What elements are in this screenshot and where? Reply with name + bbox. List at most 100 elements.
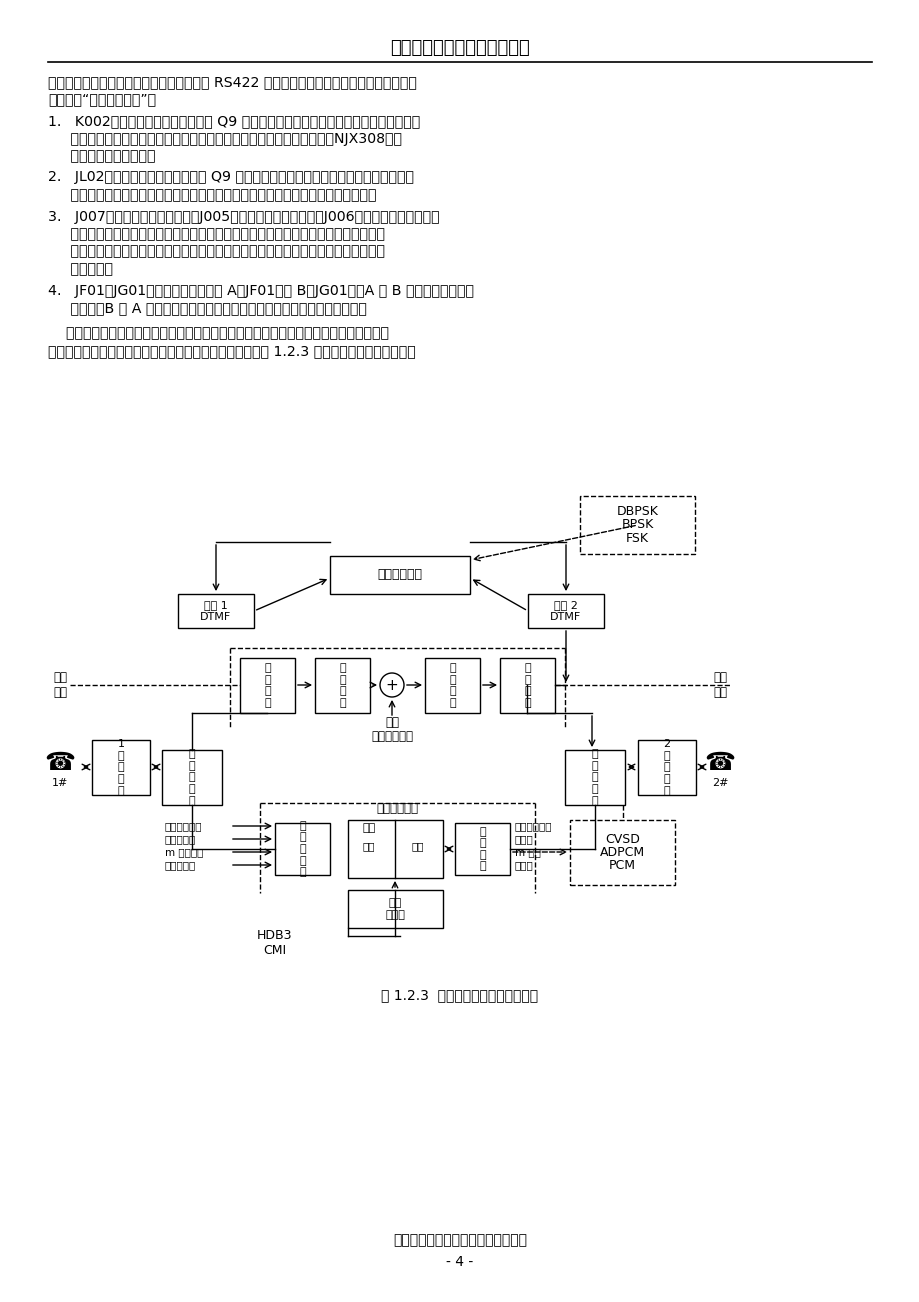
FancyBboxPatch shape (347, 891, 443, 928)
FancyBboxPatch shape (564, 750, 624, 805)
Text: 接: 接 (479, 827, 485, 837)
Circle shape (380, 673, 403, 697)
Text: ☎: ☎ (704, 751, 735, 775)
Text: 的信号输入接头）：为测试信号输入端，用于向通信原理综合实验系统中送入各种测: 的信号输入接头）：为测试信号输入端，用于向通信原理综合实验系统中送入各种测 (48, 227, 384, 241)
Text: 在通信原理综合实验系统中，为便于学习和实验，各项实验内容是以模块进行划分，每: 在通信原理综合实验系统中，为便于学习和实验，各项实验内容是以模块进行划分，每 (48, 327, 389, 341)
Text: 地址码: 地址码 (515, 835, 533, 844)
FancyBboxPatch shape (92, 740, 150, 796)
Text: 口: 口 (118, 751, 124, 760)
Text: 号: 号 (479, 850, 485, 859)
Text: 成都信息工程学院通信原理课程小组: 成都信息工程学院通信原理课程小组 (392, 1233, 527, 1247)
Text: 号: 号 (299, 855, 305, 866)
Text: PCM: PCM (608, 859, 635, 872)
Text: 位同步: 位同步 (385, 910, 405, 919)
Text: 复: 复 (299, 832, 305, 842)
Text: 音: 音 (591, 784, 597, 794)
Text: 无线传输信道: 无线传输信道 (370, 729, 413, 742)
Text: 交换处理模块: 交换处理模块 (377, 569, 422, 582)
Text: ADPCM: ADPCM (599, 846, 644, 859)
Text: 码: 码 (591, 749, 597, 759)
Text: 接: 接 (118, 763, 124, 772)
Text: 个测试模块都可单独开设实验。各模块之间的系统连接见图 1.2.3 所示（幻灯片上也有）。由: 个测试模块都可单独开设实验。各模块之间的系统连接见图 1.2.3 所示（幻灯片上… (48, 344, 415, 358)
Text: 复: 复 (479, 838, 485, 848)
FancyBboxPatch shape (579, 496, 694, 553)
FancyBboxPatch shape (425, 658, 480, 713)
Text: 恢复: 恢复 (389, 898, 402, 909)
Text: 2.   JL02（实验笱中上部右端的中频 Q9 连接器）：从信道中来的中频信号（如加噪后的: 2. JL02（实验笱中上部右端的中频 Q9 连接器）：从信道中来的中频信号（如… (48, 171, 414, 185)
Text: 3.   J007（数字测试信号输入）、J005（模拟测试信号输入）、J006（地）（在实验笱左端: 3. J007（数字测试信号输入）、J005（模拟测试信号输入）、J006（地）… (48, 210, 439, 224)
Text: 电: 电 (118, 785, 124, 796)
Text: m 序列: m 序列 (515, 848, 540, 857)
Text: 数据
终端: 数据 终端 (53, 671, 67, 699)
Text: 图 1.2.3  各电路测试模块间连接框图: 图 1.2.3 各电路测试模块间连接框图 (381, 988, 538, 1003)
Text: 音: 音 (188, 784, 195, 794)
Text: 信: 信 (299, 867, 305, 878)
Text: 自环送到接收端设备。: 自环送到接收端设备。 (48, 148, 155, 163)
Text: 解: 解 (448, 674, 455, 685)
Text: 明: 明 (264, 686, 270, 697)
Text: 地址码显示: 地址码显示 (165, 835, 196, 844)
FancyBboxPatch shape (499, 658, 554, 713)
FancyBboxPatch shape (162, 750, 221, 805)
Text: 调: 调 (339, 674, 346, 685)
FancyBboxPatch shape (455, 823, 509, 875)
Text: - 4 -: - 4 - (446, 1255, 473, 1269)
Text: 入信号为“外部数据信号”。: 入信号为“外部数据信号”。 (48, 92, 156, 107)
Text: 电: 电 (663, 785, 670, 796)
FancyBboxPatch shape (330, 556, 470, 594)
Text: 接: 接 (299, 820, 305, 831)
Text: 帧标志同步: 帧标志同步 (165, 861, 196, 870)
Text: 有线传输信道: 有线传输信道 (376, 802, 417, 815)
Text: FSK: FSK (625, 531, 648, 544)
FancyBboxPatch shape (240, 658, 295, 713)
Text: 数据
终端: 数据 终端 (712, 671, 726, 699)
Text: 信: 信 (479, 862, 485, 871)
Text: 译: 译 (524, 674, 530, 685)
Text: 2: 2 (663, 740, 670, 749)
Text: 2#: 2# (711, 779, 728, 788)
FancyBboxPatch shape (637, 740, 696, 796)
Text: 话音编码数据: 话音编码数据 (515, 822, 552, 831)
FancyBboxPatch shape (177, 594, 254, 628)
Text: 频信号通过该口对外输出，一般通过中频同轴电缆送入信道俟真平台（NJX308）或: 频信号通过该口对外输出，一般通过中频同轴电缆送入信道俟真平台（NJX308）或 (48, 132, 402, 146)
Text: ☎: ☎ (44, 751, 75, 775)
Text: 码: 码 (264, 663, 270, 673)
Text: 1#: 1# (51, 779, 68, 788)
Text: 帧标志: 帧标志 (515, 861, 533, 870)
Text: 道: 道 (339, 686, 346, 697)
Text: 解: 解 (591, 760, 597, 771)
Text: 调: 调 (448, 663, 455, 673)
Text: 解: 解 (299, 844, 305, 854)
Text: 中频信号、无线衰落后的低中频信号）由该端口输入，送入解调模块中进行解调。: 中频信号、无线衰落后的低中频信号）由该端口输入，送入解调模块中进行解调。 (48, 187, 376, 202)
Text: 话: 话 (663, 775, 670, 784)
FancyBboxPatch shape (314, 658, 369, 713)
Text: DTMF: DTMF (550, 612, 581, 622)
Text: 1.   K002（实验笱中上部左端的中频 Q9 连接器）：为中频发送信号连接器，调制后的中: 1. K002（实验笱中上部左端的中频 Q9 连接器）：为中频发送信号连接器，调… (48, 115, 420, 128)
Text: 检测 2: 检测 2 (553, 600, 577, 611)
Text: m 序列输出: m 序列输出 (165, 848, 203, 857)
Text: 码: 码 (188, 749, 195, 759)
Text: DTMF: DTMF (200, 612, 232, 622)
Text: CVSD: CVSD (605, 833, 640, 846)
Text: BPSK: BPSK (620, 518, 652, 531)
Text: HDB3
CMI: HDB3 CMI (257, 930, 292, 957)
Text: 《现代通信原理》实验指导书: 《现代通信原理》实验指导书 (390, 39, 529, 57)
Text: 编: 编 (591, 772, 597, 783)
Text: 话: 话 (188, 796, 195, 806)
Text: 检测 1: 检测 1 (204, 600, 228, 611)
Text: 编: 编 (264, 674, 270, 685)
Text: 线路: 线路 (362, 823, 375, 833)
FancyBboxPatch shape (275, 823, 330, 875)
FancyBboxPatch shape (528, 594, 604, 628)
Text: 信: 信 (339, 698, 346, 708)
Text: 信: 信 (448, 698, 455, 708)
Text: 编码: 编码 (412, 841, 424, 852)
Text: 口: 口 (663, 751, 670, 760)
Text: 测试步骤。: 测试步骤。 (48, 262, 113, 276)
Text: 话: 话 (591, 796, 597, 806)
Text: 括调制解调器提供的收发时钟信号。在使用 RS422 接口时需要通过菜单设置，选择调制器输: 括调制解调器提供的收发时钟信号。在使用 RS422 接口时需要通过菜单设置，选择… (48, 76, 416, 89)
Text: 解: 解 (188, 760, 195, 771)
Text: 话音编码数据: 话音编码数据 (165, 822, 202, 831)
Text: 4.   JF01、JG01：标准异步数据端口 A（JF01）和 B（JG01）。A 到 B 的异步传输经过信: 4. JF01、JG01：标准异步数据端口 A（JF01）和 B（JG01）。A… (48, 284, 473, 297)
Text: 道传输，B 到 A 为直通方式。（通信原理综合实验系统接口布局见幻灯片）: 道传输，B 到 A 为直通方式。（通信原理综合实验系统接口布局见幻灯片） (48, 301, 367, 315)
